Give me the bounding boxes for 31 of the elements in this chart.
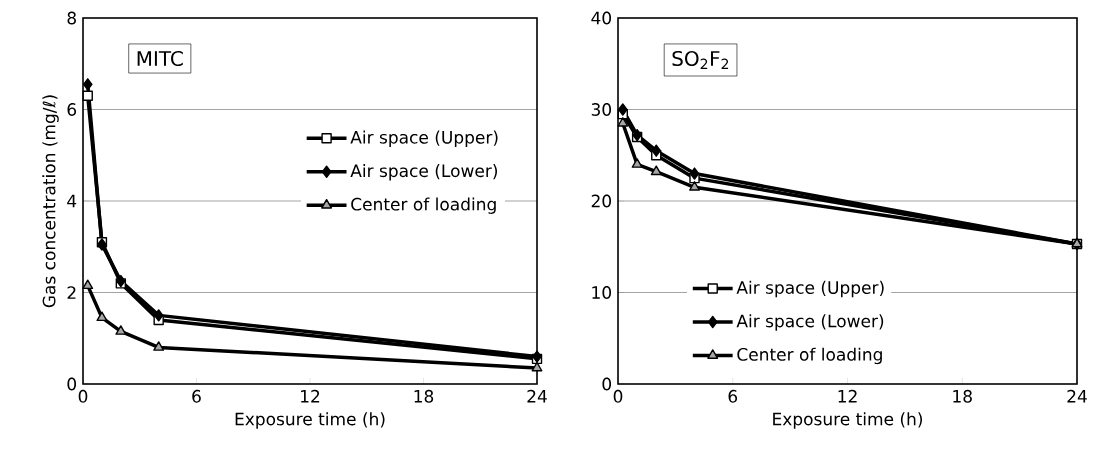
legend-label: Air space (Upper) [736, 280, 884, 298]
legend-label: Center of loading [351, 197, 496, 214]
y-tick-label: 30 [591, 103, 612, 116]
x-tick-label: 12 [838, 389, 857, 403]
legend-label: Center of loading [737, 347, 882, 365]
legend-label: Air space (Upper) [350, 130, 498, 147]
x-tick-label: 6 [728, 389, 738, 403]
y-axis-title: Gas concentration (mg/ℓ) [42, 95, 59, 308]
y-tick-label: 0 [602, 377, 612, 391]
text: MITC [137, 50, 183, 67]
x-tick-label: 24 [1067, 389, 1087, 403]
legend-label: Air space (Lower) [350, 163, 498, 181]
y-tick-label: 20 [591, 194, 612, 208]
x-tick-label: 0 [78, 389, 88, 403]
x-tick-label: 18 [953, 389, 972, 403]
x-tick-label: 12 [301, 389, 320, 403]
x-tick-label: 24 [527, 389, 547, 403]
x-axis-title: Exposure time (h) [235, 412, 385, 429]
x-axis-title: Exposure time (h) [773, 412, 923, 429]
legend-label: Air space (Lower) [736, 314, 884, 331]
text: SO$_{2}$F$_{2}$ [672, 50, 729, 70]
x-tick-label: 0 [613, 389, 623, 403]
y-tick-label: 0 [67, 377, 77, 391]
y-tick-label: 8 [67, 11, 76, 25]
y-tick-label: 2 [67, 286, 76, 299]
y-tick-label: 10 [592, 286, 612, 299]
x-tick-label: 18 [414, 389, 434, 403]
y-tick-label: 4 [67, 194, 77, 208]
y-tick-label: 40 [591, 11, 612, 25]
y-tick-label: 6 [67, 103, 77, 116]
x-tick-label: 6 [192, 389, 201, 403]
